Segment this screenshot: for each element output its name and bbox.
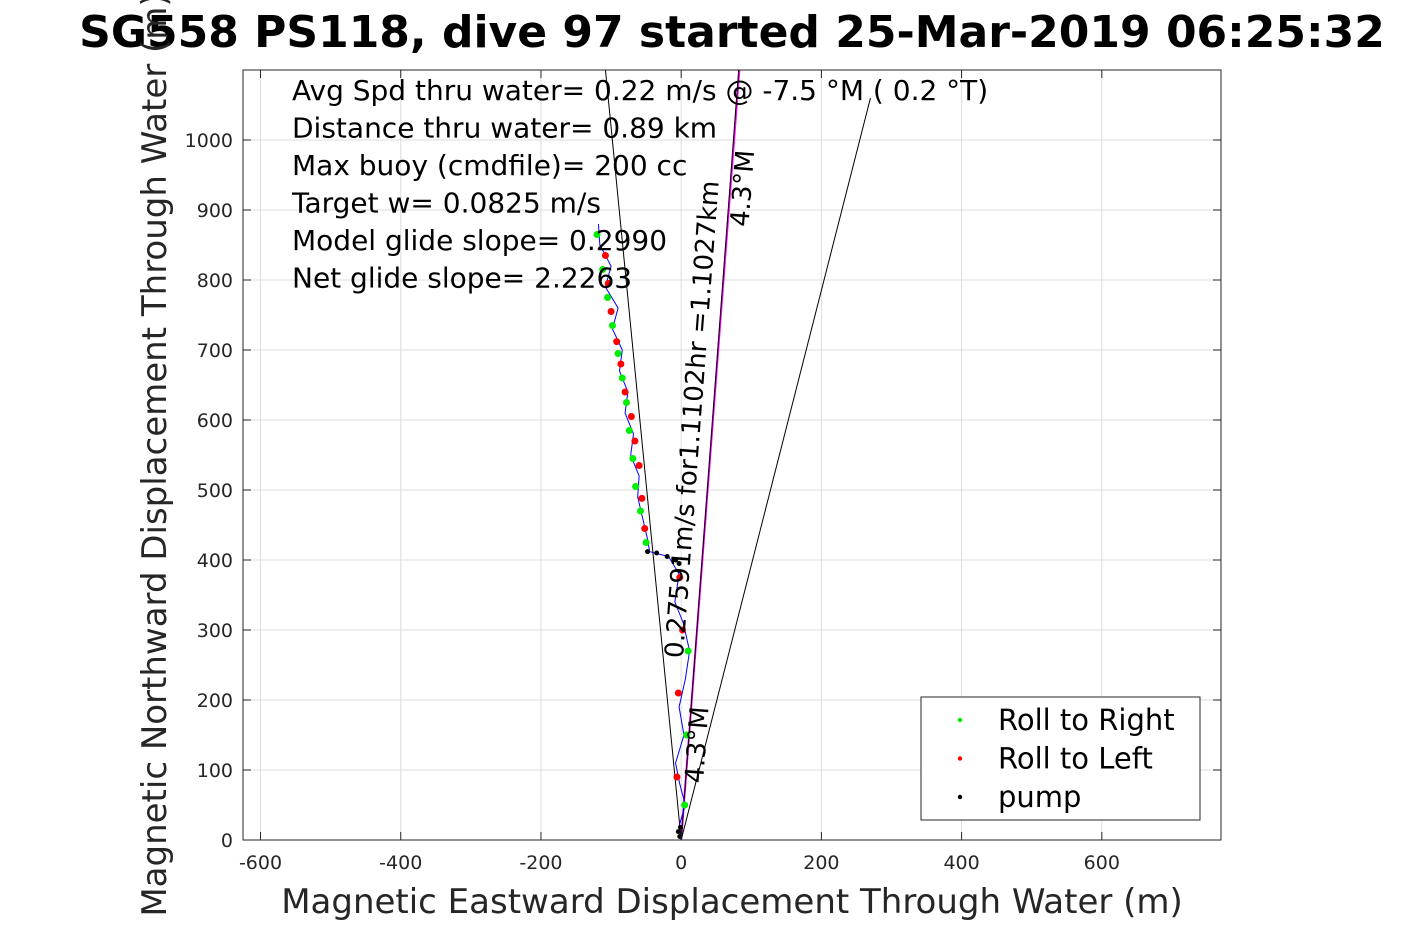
y-tick-label: 600 bbox=[197, 410, 233, 432]
legend-marker-roll-to-left bbox=[957, 756, 963, 761]
roll-to-left-point bbox=[641, 525, 649, 532]
info-line: Distance thru water= 0.89 km bbox=[292, 112, 717, 145]
roll-to-left-point bbox=[679, 626, 687, 634]
roll-to-right-point bbox=[593, 231, 601, 238]
roll-to-left-point bbox=[617, 360, 625, 368]
roll-to-left-point bbox=[638, 494, 646, 502]
legend-box bbox=[920, 696, 1201, 821]
legend-marker-pump bbox=[957, 794, 963, 800]
plot-frame bbox=[242, 69, 1222, 841]
roll-to-right-point bbox=[622, 399, 630, 406]
x-tick-label: -600 bbox=[239, 852, 282, 874]
axis-ticks: -600 -400 -200 0 200 400 600 0 100 200 300 400 500 60… bbox=[185, 70, 1221, 874]
y-tick-label: 800 bbox=[197, 270, 233, 292]
y-tick-label: 700 bbox=[197, 340, 233, 362]
pump-point bbox=[677, 824, 683, 830]
info-text-block: Avg Spd thru water= 0.22 m/s @ -7.5 °M (… bbox=[291, 74, 988, 295]
x-tick-label: 600 bbox=[1084, 852, 1120, 874]
y-tick-label: 200 bbox=[197, 690, 233, 712]
x-tick-label: -200 bbox=[519, 852, 562, 874]
x-tick-label: 0 bbox=[675, 852, 687, 874]
roll-to-right-point bbox=[608, 322, 616, 329]
pump-point bbox=[676, 561, 682, 566]
roll-to-right-point bbox=[629, 455, 637, 462]
roll-to-left-point bbox=[676, 574, 684, 581]
cone-left bbox=[604, 69, 682, 841]
roll-to-left-point bbox=[627, 413, 635, 420]
y-tick-label: 400 bbox=[197, 550, 233, 572]
info-line: Target w= 0.0825 m/s bbox=[291, 187, 601, 220]
y-tick-label: 300 bbox=[197, 620, 233, 642]
y-tick-label: 0 bbox=[221, 830, 233, 852]
pump-point bbox=[645, 549, 651, 555]
y-tick-label: 100 bbox=[197, 760, 233, 782]
info-line: Max buoy (cmdfile)= 200 cc bbox=[292, 149, 687, 182]
roll-to-right-point bbox=[604, 294, 612, 301]
roll-to-right-point bbox=[637, 507, 645, 515]
roll-to-left-point bbox=[601, 252, 609, 259]
roll-to-right-point bbox=[684, 647, 692, 655]
roll-to-left-point bbox=[631, 437, 639, 445]
x-tick-label: 200 bbox=[803, 852, 839, 874]
roll-to-left-point bbox=[635, 462, 643, 469]
roll-to-left-point bbox=[674, 689, 682, 697]
roll-to-left-point bbox=[673, 773, 681, 781]
cone-right bbox=[680, 69, 740, 841]
x-tick-label: -400 bbox=[379, 852, 422, 874]
roll-to-right-point bbox=[683, 731, 691, 739]
info-line: Avg Spd thru water= 0.22 m/s @ -7.5 °M (… bbox=[292, 74, 988, 107]
roll-to-left-point bbox=[621, 388, 629, 396]
info-line: Net glide slope= 2.2263 bbox=[292, 262, 632, 295]
reference-lines bbox=[604, 69, 871, 841]
line-label: 4.3°M bbox=[725, 149, 761, 228]
x-tick-label: 400 bbox=[943, 852, 979, 874]
legend-label-pump: pump bbox=[998, 780, 1081, 814]
legend-label-roll-to-right: Roll to Right bbox=[998, 703, 1175, 737]
legend-label-roll-to-left: Roll to Left bbox=[998, 742, 1153, 776]
y-axis-label: Magnetic Northward Displacement Through … bbox=[135, 0, 175, 917]
y-tick-label: 1000 bbox=[185, 130, 233, 152]
roll-to-left-point bbox=[604, 280, 612, 287]
y-tick-label: 900 bbox=[197, 200, 233, 222]
roll-to-right-point bbox=[642, 539, 650, 546]
roll-to-right-point bbox=[618, 374, 626, 382]
roll-to-left-point bbox=[607, 308, 615, 315]
legend-marker-roll-to-right bbox=[957, 717, 963, 723]
cone-mid bbox=[680, 97, 871, 841]
y-tick-label: 500 bbox=[197, 480, 233, 502]
info-line: Model glide slope= 0.2990 bbox=[292, 224, 667, 257]
pump-point bbox=[675, 829, 681, 835]
pump-point bbox=[664, 554, 670, 559]
roll-to-right-point bbox=[632, 483, 640, 490]
data-points bbox=[593, 231, 692, 839]
chart-title: SG558 PS118, dive 97 started 25-Mar-2019… bbox=[79, 7, 1385, 58]
x-axis-label: Magnetic Eastward Displacement Through W… bbox=[281, 882, 1183, 922]
line-label: 4.3°M bbox=[680, 705, 716, 784]
legend: Roll to Right Roll to Left pump bbox=[920, 696, 1201, 821]
pump-point bbox=[654, 550, 660, 556]
roll-to-right-point bbox=[681, 801, 689, 809]
roll-to-right-point bbox=[614, 350, 622, 357]
roll-to-right-point bbox=[625, 427, 633, 434]
pump-point bbox=[673, 557, 679, 563]
roll-to-right-point bbox=[599, 266, 607, 273]
roll-to-left-point bbox=[613, 338, 621, 346]
